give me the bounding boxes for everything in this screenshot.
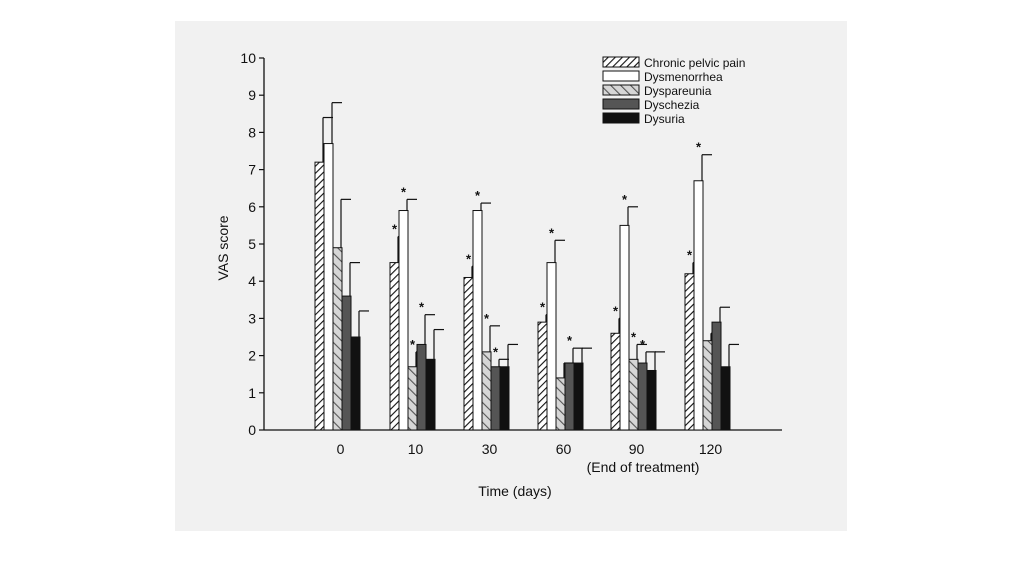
x-tick-label: 0 [337,441,345,457]
bar-black [350,336,361,431]
x-axis-label: Time (days) [478,483,551,499]
bar-black [425,358,436,431]
bar-hatch-right [389,262,400,431]
legend-swatch [602,56,640,68]
bar-black [573,362,584,431]
bar-hatch-left-gray [481,351,492,431]
bar-white [398,210,409,431]
legend-label: Dysuria [644,112,685,126]
legend-swatch [602,112,640,124]
legend-label: Dysmenorrhea [644,70,723,84]
bar-hatch-left-gray [555,377,566,431]
significance-marker: * [687,248,693,263]
significance-marker: * [640,337,646,352]
bar-hatch-right [463,276,474,431]
legend-label: Dyspareunia [644,84,712,98]
x-tick-label: 30 [482,441,498,457]
y-tick-label: 4 [248,273,256,289]
bar-hatch-right [610,332,621,431]
chart-panel [175,21,847,531]
significance-marker: * [631,329,637,344]
bar-dark-gray [416,343,427,431]
significance-marker: * [567,333,573,348]
bar-hatch-left-gray [332,247,343,431]
bar-dark-gray [637,362,648,431]
x-tick-label: 10 [408,441,424,457]
bar-black [646,369,657,431]
x-tick-label: 90 [629,441,645,457]
significance-marker: * [410,337,416,352]
legend-swatch [602,84,640,96]
bar-hatch-right [314,161,325,431]
significance-marker: * [475,188,481,203]
bar-black [499,366,510,431]
bars: *** *** ********** * [314,102,739,431]
bar-white [619,224,630,431]
bar-hatch-right [684,273,695,431]
bar-white [472,210,483,431]
y-tick-label: 5 [248,236,256,252]
legend-label: Dyschezia [644,98,700,112]
legend-swatch [602,98,640,110]
legend-label: Chronic pelvic pain [644,56,745,70]
bar-white [323,143,334,431]
significance-marker: * [540,300,546,315]
axes: 0 1 2 3 4 5 6 7 8 9 10 0 10 30 60 90 120 [240,50,782,457]
significance-marker: * [419,300,425,315]
significance-marker: * [549,225,555,240]
y-tick-label: 9 [248,87,256,103]
bar-white [546,262,557,431]
bar-dark-gray [490,366,501,431]
y-tick-label: 7 [248,162,256,178]
bar-white [693,180,704,431]
significance-marker: * [696,140,702,155]
y-tick-label: 6 [248,199,256,215]
bar-dark-gray [564,362,575,431]
significance-marker: * [493,344,499,359]
y-tick-label: 0 [248,422,256,438]
bar-hatch-left-gray [407,366,418,431]
x-tick-label: 120 [699,441,723,457]
significance-marker: * [466,251,472,266]
legend: Chronic pelvic painDysmenorrheaDyspareun… [602,56,745,126]
significance-marker: * [622,192,628,207]
bar-black [720,366,731,431]
bar-hatch-left-gray [628,358,639,431]
y-axis-label: VAS score [215,215,231,280]
significance-marker: * [401,184,407,199]
y-tick-label: 10 [240,50,256,66]
bar-hatch-right [537,321,548,431]
significance-marker: * [484,311,490,326]
y-tick-label: 1 [248,385,256,401]
y-tick-label: 2 [248,348,256,364]
x-tick-label: 60 [556,441,572,457]
significance-marker: * [392,222,398,237]
y-tick-label: 8 [248,124,256,140]
significance-marker: * [613,303,619,318]
y-tick-label: 3 [248,310,256,326]
bar-hatch-left-gray [702,340,713,431]
x-category-note: (End of treatment) [587,459,700,475]
bar-dark-gray [711,321,722,431]
legend-swatch [602,70,640,82]
bar-dark-gray [341,295,352,431]
